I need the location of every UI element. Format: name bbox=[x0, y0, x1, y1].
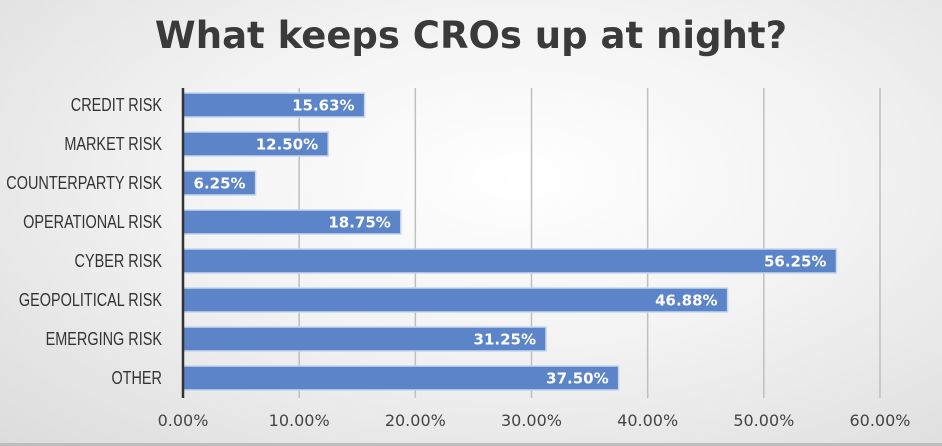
bar bbox=[182, 92, 366, 118]
x-tick-label: 0.00% bbox=[158, 411, 209, 430]
x-tick-label: 40.00% bbox=[617, 411, 678, 430]
data-label: 37.50% bbox=[546, 370, 608, 388]
bar bbox=[182, 287, 729, 313]
category-label: COUNTERPARTY RISK bbox=[6, 172, 162, 193]
data-label: 31.25% bbox=[474, 331, 536, 349]
chart-title: What keeps CROs up at night? bbox=[154, 14, 788, 57]
x-tick-label: 10.00% bbox=[269, 411, 330, 430]
x-tick-label: 50.00% bbox=[733, 411, 794, 430]
category-label: CYBER RISK bbox=[75, 250, 162, 271]
category-label: OPERATIONAL RISK bbox=[23, 211, 162, 232]
category-label: GEOPOLITICAL RISK bbox=[19, 289, 162, 310]
x-tick-label: 30.00% bbox=[501, 411, 562, 430]
x-tick-label: 60.00% bbox=[849, 411, 910, 430]
data-label: 6.25% bbox=[194, 175, 246, 193]
category-label: EMERGING RISK bbox=[46, 328, 162, 349]
data-label: 46.88% bbox=[655, 292, 717, 310]
bar bbox=[182, 365, 620, 391]
bar bbox=[182, 248, 838, 274]
bar bbox=[182, 170, 257, 196]
category-label: CREDIT RISK bbox=[71, 94, 162, 115]
data-label: 18.75% bbox=[328, 214, 390, 232]
data-label: 15.63% bbox=[292, 97, 354, 115]
category-label: MARKET RISK bbox=[64, 133, 162, 154]
data-label: 12.50% bbox=[256, 136, 318, 154]
category-label: OTHER bbox=[111, 367, 162, 388]
data-label: 56.25% bbox=[764, 253, 826, 271]
bar bbox=[182, 209, 402, 235]
x-tick-label: 20.00% bbox=[385, 411, 446, 430]
bar bbox=[182, 326, 547, 352]
